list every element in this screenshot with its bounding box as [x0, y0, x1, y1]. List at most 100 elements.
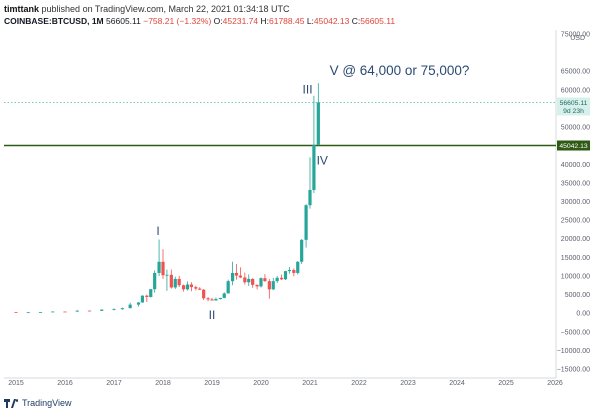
- candle-body[interactable]: [230, 272, 235, 282]
- candle-body[interactable]: [287, 269, 292, 272]
- open-value: 45231.74: [222, 16, 259, 26]
- candle-body[interactable]: [259, 278, 263, 287]
- candle-body[interactable]: [185, 284, 190, 290]
- y-axis-unit: USD: [570, 35, 585, 42]
- y-tick-label: 20000.00: [561, 236, 590, 243]
- candle-body[interactable]: [153, 272, 157, 290]
- x-tick-label: 2026: [547, 380, 563, 387]
- candle-body[interactable]: [206, 298, 210, 300]
- candle-body[interactable]: [247, 278, 251, 283]
- candle-body[interactable]: [177, 278, 181, 286]
- y-tick-label: 5000.00: [565, 292, 590, 299]
- candle-body[interactable]: [226, 281, 230, 294]
- candle-body[interactable]: [251, 278, 255, 285]
- y-tick-label: 10000.00: [561, 273, 590, 280]
- candle-body[interactable]: [279, 277, 284, 280]
- candle-body[interactable]: [161, 261, 165, 276]
- x-tick-label: 2018: [155, 380, 171, 387]
- candle-body[interactable]: [145, 295, 149, 297]
- x-tick-label: 2017: [106, 380, 122, 387]
- candle-body[interactable]: [255, 284, 259, 287]
- candle-body[interactable]: [218, 297, 222, 300]
- candle-body[interactable]: [238, 275, 243, 278]
- candle-body[interactable]: [189, 284, 194, 288]
- x-tick-label: 2016: [57, 380, 73, 387]
- x-tick-label: 2022: [351, 380, 367, 387]
- candle-body[interactable]: [100, 309, 104, 311]
- x-tick-label: 2019: [204, 380, 220, 387]
- candle-body[interactable]: [296, 261, 300, 273]
- y-tick-label: 40000.00: [561, 162, 590, 169]
- candle-body[interactable]: [316, 102, 320, 145]
- candle-body[interactable]: [112, 309, 116, 310]
- y-tick-label: 15000.00: [561, 255, 590, 262]
- hline-price-label-bg: [557, 140, 590, 151]
- candle-body[interactable]: [234, 272, 239, 276]
- x-tick-label: 2020: [253, 380, 269, 387]
- candle-body[interactable]: [308, 189, 312, 206]
- open-key: O:: [213, 16, 223, 26]
- candle-body[interactable]: [169, 274, 173, 288]
- y-tick-label: 35000.00: [561, 180, 590, 187]
- candle-body[interactable]: [128, 304, 132, 309]
- candle-body[interactable]: [51, 311, 55, 313]
- candle-body[interactable]: [75, 310, 79, 312]
- price-change: −758.21 (−1.32%): [143, 16, 212, 26]
- x-tick-label: 2023: [400, 380, 416, 387]
- candle-body[interactable]: [26, 312, 30, 314]
- candle-body[interactable]: [149, 289, 153, 297]
- candle-body[interactable]: [173, 278, 177, 288]
- candle-body[interactable]: [292, 269, 296, 273]
- y-tick-label: 50000.00: [561, 125, 590, 132]
- y-tick-label: −10000.00: [557, 348, 590, 355]
- candle-body[interactable]: [120, 308, 124, 310]
- candle-body[interactable]: [140, 295, 145, 303]
- x-tick-label: 2021: [302, 380, 318, 387]
- symbol-label: COINBASE:BTCUSD, 1M: [4, 16, 104, 26]
- author-name[interactable]: timttank: [4, 4, 40, 14]
- footer-brand[interactable]: TradingView: [4, 398, 72, 408]
- close-key: C:: [351, 16, 361, 26]
- candle-body[interactable]: [165, 274, 169, 276]
- candle-body[interactable]: [283, 271, 288, 280]
- last-price: 56605.11: [106, 16, 141, 26]
- y-tick-label: 60000.00: [561, 87, 590, 94]
- candle-body[interactable]: [263, 278, 267, 282]
- candle-body[interactable]: [136, 302, 141, 305]
- high-key: H:: [260, 16, 269, 26]
- publish-date: published on TradingView.com, March 22, …: [41, 4, 290, 14]
- candle-body[interactable]: [275, 277, 279, 282]
- candle-body[interactable]: [202, 289, 206, 299]
- last-price-label: 56605.11: [560, 100, 588, 107]
- candle-body[interactable]: [312, 144, 316, 190]
- candle-body[interactable]: [271, 281, 275, 290]
- candle-body[interactable]: [267, 281, 271, 290]
- x-tick-label: 2025: [498, 380, 514, 387]
- close-value: 56605.11: [360, 16, 396, 26]
- wave-label: I: [156, 224, 159, 238]
- candle-body[interactable]: [181, 285, 186, 290]
- candle-body[interactable]: [157, 261, 161, 273]
- candle-body[interactable]: [210, 299, 214, 301]
- low-value: 45042.13: [313, 16, 350, 26]
- candle-body[interactable]: [214, 299, 218, 301]
- hline-price-label: 45042.13: [559, 143, 588, 150]
- candle-body[interactable]: [194, 287, 198, 289]
- y-tick-label: 0.00: [576, 311, 590, 318]
- x-tick-label: 2015: [8, 380, 24, 387]
- candle-body[interactable]: [63, 311, 67, 313]
- candle-body[interactable]: [222, 293, 226, 298]
- candle-body[interactable]: [87, 310, 92, 312]
- y-tick-label: −5000.00: [561, 329, 590, 336]
- wave-label: III: [303, 83, 313, 97]
- y-tick-label: 25000.00: [561, 218, 590, 225]
- low-key: L:: [306, 16, 314, 26]
- y-tick-label: −15000.00: [557, 367, 590, 374]
- candle-body[interactable]: [304, 205, 308, 240]
- candle-body[interactable]: [38, 312, 43, 313]
- candle-body[interactable]: [198, 288, 202, 290]
- candle-body[interactable]: [243, 277, 247, 283]
- candle-body[interactable]: [300, 239, 304, 262]
- candle-body[interactable]: [14, 311, 18, 313]
